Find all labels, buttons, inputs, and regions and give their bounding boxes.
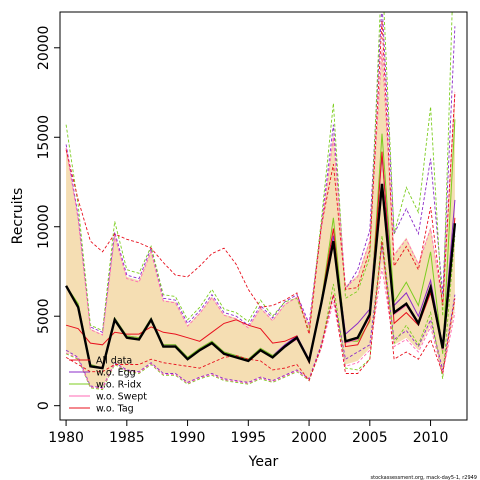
credit-text: stockassessment.org, mack-day5-1, r2949 [371,475,478,480]
series-w-o-swept-upper [65,49,456,336]
y-tick-label-5000: 5000 [36,298,52,334]
series-w-o-r-idx-upper [65,12,453,332]
legend-label-w-o-swept: w.o. Swept [96,392,147,403]
series-w-o-egg-upper [65,12,456,333]
x-axis-title: Year [248,454,279,470]
legend-label-w-o-tag: w.o. Tag [96,404,134,415]
series-w-o-r-idx-lower [65,235,456,391]
x-tick-label-1995: 1995 [230,430,266,446]
x-tick-label-2000: 2000 [291,430,327,446]
series-w-o-r-idx-line [65,119,456,369]
x-tick-label-1980: 1980 [48,430,84,446]
legend-label-w-o-r-idx: w.o. R-idx [96,380,142,391]
x-tick-label-1985: 1985 [109,430,145,446]
y-axis-title: Recruits [10,188,26,245]
y-tick-label-20000: 20000 [36,26,52,71]
base-confidence-band [66,44,455,388]
y-tick-label-10000: 10000 [36,204,52,249]
legend-label-all-data: All data [96,356,132,367]
series-w-o-swept-lower [65,267,456,390]
x-tick-label-2005: 2005 [352,430,388,446]
y-tick-label-0: 0 [36,401,52,410]
x-tick-label-1990: 1990 [170,430,206,446]
series-w-o-tag-upper [65,20,456,335]
series-w-o-tag-lower [65,241,456,382]
series-all-data-line [65,183,457,370]
plot-frame [59,11,468,421]
x-tick-label-2010: 2010 [413,430,449,446]
legend-label-w-o-egg: w.o. Egg [96,368,136,379]
y-tick-label-15000: 15000 [36,115,52,160]
